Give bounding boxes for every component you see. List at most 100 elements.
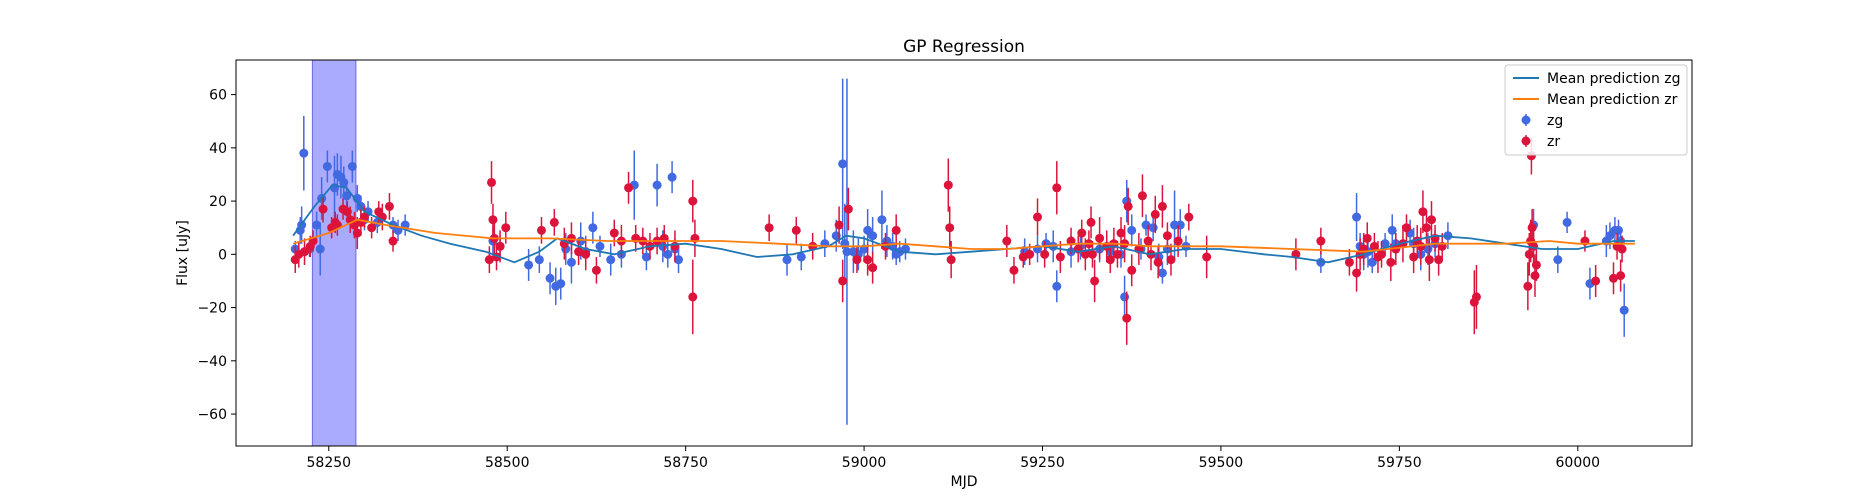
data-point-zr	[1153, 246, 1163, 279]
legend-marker-swatch	[1521, 136, 1531, 146]
data-point-zr	[591, 256, 601, 284]
marker	[1009, 265, 1019, 275]
marker	[667, 172, 677, 182]
marker	[1157, 268, 1167, 278]
marker	[1426, 215, 1436, 225]
data-point-zg	[882, 225, 892, 257]
marker	[1040, 249, 1050, 259]
marker	[945, 223, 955, 233]
data-point-zr	[1527, 209, 1537, 247]
marker	[796, 252, 806, 262]
plot-frame	[235, 59, 1693, 447]
data-point-zg	[1380, 233, 1390, 255]
data-point-zg	[1619, 283, 1629, 337]
data-point-zr	[1150, 195, 1160, 234]
marker	[688, 292, 698, 302]
marker	[1562, 217, 1572, 227]
data-point-zr	[1184, 203, 1194, 231]
marker	[877, 215, 887, 225]
marker	[1524, 249, 1534, 259]
x-axis-label: MJD	[951, 474, 978, 490]
marker	[384, 201, 394, 211]
data-point-zr	[388, 230, 398, 252]
data-point-zg	[556, 267, 566, 300]
legend-item: Mean prediction zr	[1513, 92, 1678, 108]
marker	[342, 191, 352, 201]
marker	[1423, 244, 1433, 254]
marker	[536, 225, 546, 235]
marker	[1123, 201, 1133, 211]
marker	[488, 215, 498, 225]
data-point-zr	[852, 246, 862, 273]
data-point-zg	[1122, 179, 1132, 223]
marker	[1344, 257, 1354, 267]
marker	[566, 257, 576, 267]
marker	[549, 217, 559, 227]
marker	[1527, 223, 1537, 233]
data-point-zg	[667, 161, 677, 194]
y-axis-label: Flux [uJy]	[175, 220, 191, 286]
data-point-zr	[1344, 249, 1354, 276]
data-point-zg	[1120, 275, 1130, 319]
data-point-zr	[1086, 206, 1096, 239]
data-point-zr	[1055, 241, 1065, 273]
marker	[1127, 225, 1137, 235]
marker	[782, 255, 792, 265]
marker	[791, 225, 801, 235]
marker	[1418, 207, 1428, 217]
data-point-zg	[347, 150, 357, 183]
y-tick-label: 40	[209, 141, 227, 157]
data-point-zr	[1352, 254, 1362, 292]
data-point-zr	[1173, 225, 1183, 257]
data-point-zr	[1166, 243, 1176, 276]
marker	[1086, 217, 1096, 227]
marker	[868, 231, 878, 241]
data-point-zr	[367, 217, 377, 239]
marker	[484, 255, 494, 265]
x-tick-label: 58250	[307, 455, 352, 471]
marker	[838, 159, 848, 169]
marker	[1409, 252, 1419, 262]
data-point-zr	[1009, 256, 1019, 284]
marker	[1120, 292, 1130, 302]
marker	[652, 180, 662, 190]
data-point-zr	[1105, 246, 1115, 273]
data-point-zg	[900, 238, 910, 260]
marker	[595, 241, 605, 251]
data-point-zr	[1362, 222, 1372, 255]
data-point-zr	[1531, 249, 1541, 281]
marker	[1112, 249, 1122, 259]
marker	[1116, 228, 1126, 238]
x-tick-label: 59750	[1377, 455, 1422, 471]
data-point-zr	[549, 209, 559, 236]
data-point-zr	[1077, 219, 1087, 247]
data-point-zr	[791, 217, 801, 244]
data-point-zr	[581, 238, 591, 271]
marker	[1137, 191, 1147, 201]
y-tick-label: −20	[197, 301, 227, 317]
marker	[1443, 231, 1453, 241]
data-point-zr	[891, 214, 901, 247]
data-point-zg	[1175, 209, 1185, 242]
chart-title: GP Regression	[903, 37, 1025, 57]
marker	[1591, 276, 1601, 286]
data-point-zr	[868, 251, 878, 284]
marker	[1025, 249, 1035, 259]
marker	[1095, 233, 1105, 243]
marker	[588, 223, 598, 233]
marker	[1613, 225, 1623, 235]
marker	[1077, 228, 1087, 238]
data-point-zg	[796, 243, 806, 271]
marker	[1090, 276, 1100, 286]
marker	[359, 212, 369, 222]
data-point-zr	[1052, 161, 1062, 215]
marker	[1352, 268, 1362, 278]
marker	[842, 247, 852, 257]
data-point-zr	[559, 227, 569, 260]
y-tick-label: 60	[209, 88, 227, 104]
marker	[1471, 292, 1481, 302]
marker	[1377, 249, 1387, 259]
legend-marker-swatch	[1521, 115, 1531, 125]
marker	[1421, 223, 1431, 233]
